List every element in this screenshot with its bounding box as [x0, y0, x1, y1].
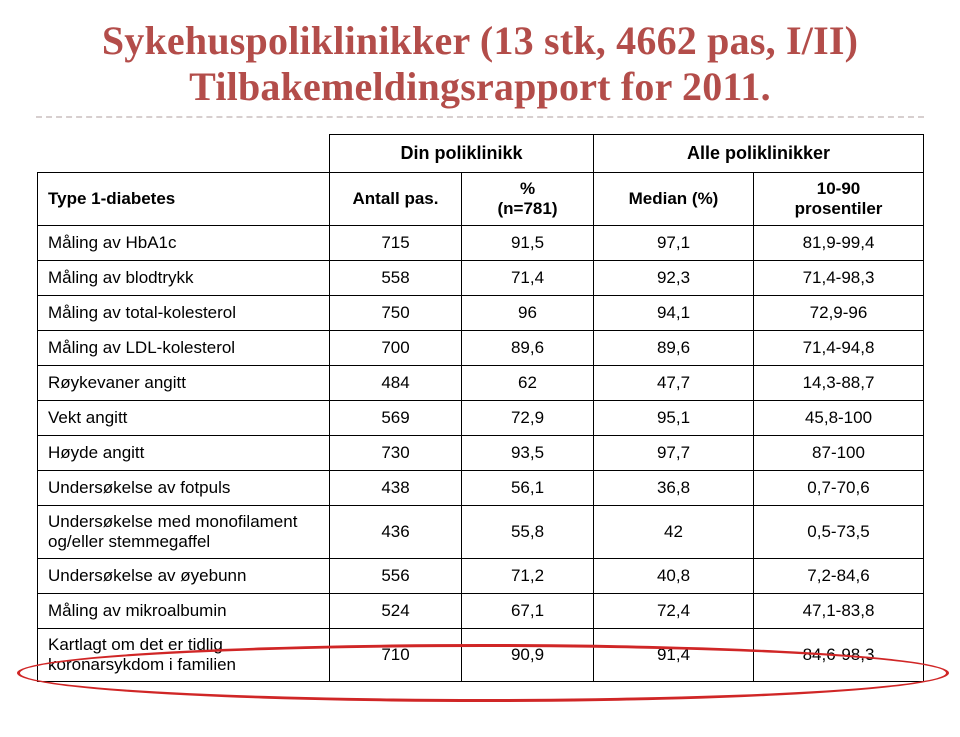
cell: 0,7-70,6: [754, 471, 924, 506]
cell: 436: [330, 506, 462, 559]
table-row: Undersøkelse av fotpuls 438 56,1 36,8 0,…: [38, 471, 924, 506]
row-label: Vekt angitt: [38, 401, 330, 436]
title-line1: Sykehuspoliklinikker (13 stk, 4662 pas, …: [102, 18, 858, 63]
cell: 438: [330, 471, 462, 506]
row-label: Kartlagt om det er tidlig koronarsykdom …: [38, 629, 330, 682]
cell: 47,7: [594, 366, 754, 401]
header-percent: % (n=781): [462, 173, 594, 226]
superheader-din: Din poliklinikk: [330, 135, 594, 173]
header-rowhead: Type 1-diabetes: [38, 173, 330, 226]
cell: 715: [330, 226, 462, 261]
cell: 750: [330, 296, 462, 331]
cell: 72,9: [462, 401, 594, 436]
cell: 47,1-83,8: [754, 594, 924, 629]
cell: 700: [330, 331, 462, 366]
cell: 89,6: [462, 331, 594, 366]
table-row: Røykevaner angitt 484 62 47,7 14,3-88,7: [38, 366, 924, 401]
cell: 730: [330, 436, 462, 471]
cell: 95,1: [594, 401, 754, 436]
row-label: Måling av LDL-kolesterol: [38, 331, 330, 366]
row-label: Måling av HbA1c: [38, 226, 330, 261]
row-label: Måling av blodtrykk: [38, 261, 330, 296]
table-row: Måling av LDL-kolesterol 700 89,6 89,6 7…: [38, 331, 924, 366]
cell: 96: [462, 296, 594, 331]
divider: [36, 116, 924, 118]
cell: 93,5: [462, 436, 594, 471]
cell: 89,6: [594, 331, 754, 366]
table-row: Måling av mikroalbumin 524 67,1 72,4 47,…: [38, 594, 924, 629]
header-row: Type 1-diabetes Antall pas. % (n=781) Me…: [38, 173, 924, 226]
superheader-alle: Alle poliklinikker: [594, 135, 924, 173]
table-container: Din poliklinikk Alle poliklinikker Type …: [37, 134, 923, 682]
superheader-row: Din poliklinikk Alle poliklinikker: [38, 135, 924, 173]
cell: 71,4: [462, 261, 594, 296]
cell: 42: [594, 506, 754, 559]
cell: 91,5: [462, 226, 594, 261]
header-antall: Antall pas.: [330, 173, 462, 226]
row-label: Røykevaner angitt: [38, 366, 330, 401]
table-row: Undersøkelse av øyebunn 556 71,2 40,8 7,…: [38, 559, 924, 594]
cell: 71,4-98,3: [754, 261, 924, 296]
slide: Sykehuspoliklinikker (13 stk, 4662 pas, …: [0, 0, 960, 737]
cell: 97,7: [594, 436, 754, 471]
cell: 71,2: [462, 559, 594, 594]
cell: 45,8-100: [754, 401, 924, 436]
table-row: Måling av total-kolesterol 750 96 94,1 7…: [38, 296, 924, 331]
cell: 556: [330, 559, 462, 594]
cell: 72,4: [594, 594, 754, 629]
table-row: Høyde angitt 730 93,5 97,7 87-100: [38, 436, 924, 471]
cell: 94,1: [594, 296, 754, 331]
cell: 0,5-73,5: [754, 506, 924, 559]
superheader-empty: [38, 135, 330, 173]
cell: 92,3: [594, 261, 754, 296]
row-label: Høyde angitt: [38, 436, 330, 471]
table-row: Måling av HbA1c 715 91,5 97,1 81,9-99,4: [38, 226, 924, 261]
cell: 558: [330, 261, 462, 296]
row-label: Måling av mikroalbumin: [38, 594, 330, 629]
title-line2: Tilbakemeldingsrapport for 2011.: [36, 64, 924, 110]
row-label: Undersøkelse av fotpuls: [38, 471, 330, 506]
table-body: Måling av HbA1c 715 91,5 97,1 81,9-99,4 …: [38, 226, 924, 682]
cell: 710: [330, 629, 462, 682]
cell: 14,3-88,7: [754, 366, 924, 401]
cell: 91,4: [594, 629, 754, 682]
cell: 71,4-94,8: [754, 331, 924, 366]
table-row: Kartlagt om det er tidlig koronarsykdom …: [38, 629, 924, 682]
cell: 55,8: [462, 506, 594, 559]
table-row: Måling av blodtrykk 558 71,4 92,3 71,4-9…: [38, 261, 924, 296]
cell: 87-100: [754, 436, 924, 471]
header-median: Median (%): [594, 173, 754, 226]
slide-title: Sykehuspoliklinikker (13 stk, 4662 pas, …: [36, 18, 924, 110]
cell: 524: [330, 594, 462, 629]
cell: 569: [330, 401, 462, 436]
table-row: Vekt angitt 569 72,9 95,1 45,8-100: [38, 401, 924, 436]
cell: 84,6-98,3: [754, 629, 924, 682]
cell: 67,1: [462, 594, 594, 629]
cell: 97,1: [594, 226, 754, 261]
cell: 56,1: [462, 471, 594, 506]
cell: 36,8: [594, 471, 754, 506]
cell: 40,8: [594, 559, 754, 594]
data-table: Din poliklinikk Alle poliklinikker Type …: [37, 134, 924, 682]
row-label: Undersøkelse av øyebunn: [38, 559, 330, 594]
cell: 62: [462, 366, 594, 401]
header-prosentiler: 10-90 prosentiler: [754, 173, 924, 226]
cell: 90,9: [462, 629, 594, 682]
cell: 7,2-84,6: [754, 559, 924, 594]
cell: 72,9-96: [754, 296, 924, 331]
cell: 484: [330, 366, 462, 401]
table-row: Undersøkelse med monofilament og/eller s…: [38, 506, 924, 559]
row-label: Måling av total-kolesterol: [38, 296, 330, 331]
cell: 81,9-99,4: [754, 226, 924, 261]
row-label: Undersøkelse med monofilament og/eller s…: [38, 506, 330, 559]
